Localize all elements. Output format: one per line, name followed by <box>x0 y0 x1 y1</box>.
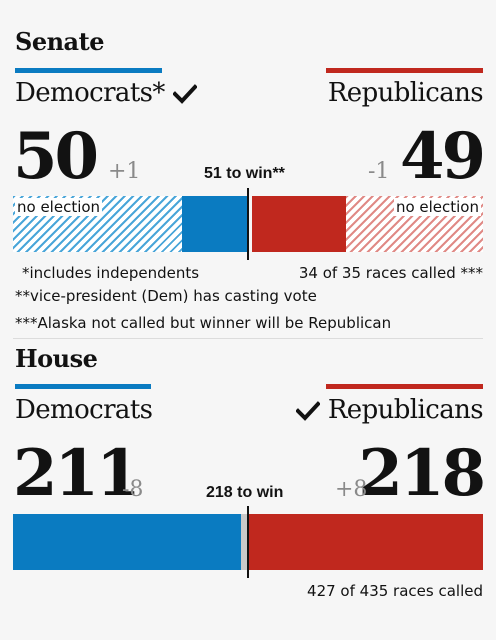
house-title: House <box>15 344 98 373</box>
house-dem-seats: 211 <box>13 436 141 511</box>
house-races-called: 427 of 435 races called <box>307 582 483 600</box>
senate-dem-no-election: no election <box>13 196 182 252</box>
rep-color-rule <box>326 68 483 73</box>
house-to-win: 218 to win <box>206 484 284 501</box>
senate-dem-won <box>182 196 248 252</box>
house-dem-change: -8 <box>122 477 144 502</box>
house-rep-seats: 218 <box>358 436 486 511</box>
senate-note-vp: **vice-president (Dem) has casting vote <box>15 287 317 305</box>
senate-majority-line <box>247 188 249 260</box>
dem-color-rule <box>15 384 151 389</box>
section-divider <box>13 338 483 339</box>
house-majority-line <box>247 506 249 578</box>
senate-dem-seats: 50 <box>13 119 99 194</box>
senate-races-called: 34 of 35 races called *** <box>298 264 483 282</box>
senate-rep-won <box>252 196 346 252</box>
senate-rep-change: -1 <box>368 159 390 184</box>
house-rep-heading: Republicans <box>296 395 484 425</box>
house-uncalled <box>241 514 247 570</box>
senate-dem-heading: Democrats* <box>15 78 197 108</box>
senate-to-win: 51 to win** <box>204 165 285 182</box>
check-icon <box>296 401 321 421</box>
house-rep-label: Republicans <box>327 395 484 425</box>
no-election-label: no election <box>15 198 103 216</box>
senate-rep-seats: 49 <box>399 119 486 194</box>
senate-note-alaska: ***Alaska not called but winner will be … <box>15 314 392 332</box>
house-rep-won <box>247 514 483 570</box>
no-election-label: no election <box>393 198 481 216</box>
senate-dem-change: +1 <box>108 159 141 184</box>
senate-note-independents: *includes independents <box>22 264 200 282</box>
check-icon <box>172 84 197 104</box>
house-rep-change: +8 <box>335 477 368 502</box>
senate-dem-label: Democrats* <box>15 78 165 108</box>
dem-color-rule <box>15 68 162 73</box>
senate-rep-label: Republicans <box>327 78 484 108</box>
senate-rep-no-election: no election <box>346 196 483 252</box>
house-seat-bar <box>13 514 483 570</box>
house-dem-label: Democrats <box>15 395 153 425</box>
senate-seat-bar: no election no election <box>13 196 483 252</box>
senate-title: Senate <box>15 27 104 56</box>
house-dem-won <box>13 514 241 570</box>
rep-color-rule <box>326 384 483 389</box>
